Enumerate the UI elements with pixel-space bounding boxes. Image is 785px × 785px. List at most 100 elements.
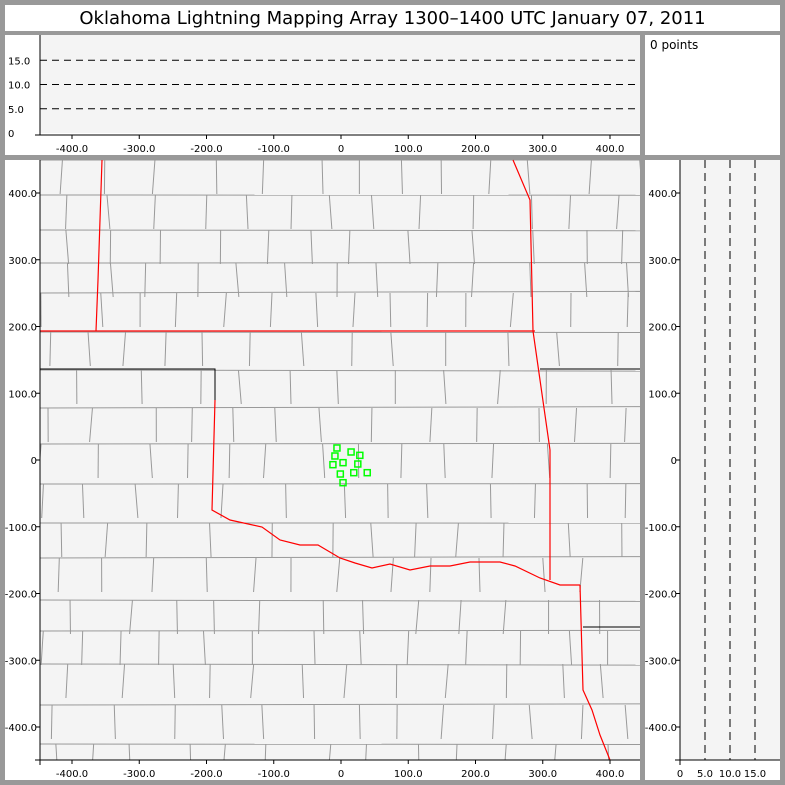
- county-line: [400, 443, 403, 479]
- county-line: [458, 599, 462, 635]
- county-line: [40, 406, 640, 409]
- county-line: [205, 557, 208, 593]
- county-line: [568, 194, 572, 230]
- county-line: [554, 743, 557, 760]
- county-line: [104, 522, 109, 558]
- county-line: [40, 630, 44, 666]
- county-line: [359, 630, 362, 666]
- county-line: [389, 292, 392, 328]
- lightning-source-point: [339, 478, 347, 487]
- county-line: [365, 743, 367, 760]
- county-line: [261, 704, 265, 740]
- county-line: [455, 743, 458, 760]
- county-line: [375, 262, 379, 298]
- county-line: [488, 160, 492, 195]
- county-line: [621, 229, 624, 265]
- county-line: [352, 292, 356, 328]
- y-tick-label: 10.0: [8, 81, 30, 92]
- county-line: [533, 483, 536, 519]
- county-line: [189, 743, 192, 760]
- county-line: [145, 522, 148, 558]
- county-line: [491, 443, 495, 479]
- county-line: [57, 557, 60, 593]
- county-line: [322, 599, 325, 635]
- county-line: [191, 407, 193, 443]
- county-line: [49, 331, 52, 367]
- county-line: [624, 704, 629, 740]
- county-line: [502, 599, 507, 635]
- y-tick-label: 0: [8, 129, 14, 140]
- county-line: [129, 599, 133, 635]
- county-line: [174, 704, 176, 740]
- county-line: [407, 229, 411, 265]
- county-line: [40, 703, 640, 706]
- lightning-source-point: [333, 444, 341, 452]
- state-border: [95, 159, 103, 332]
- x-tick-label: -300.0: [123, 769, 155, 780]
- x-tick-label: -100.0: [258, 769, 290, 780]
- county-line: [81, 630, 84, 666]
- county-line: [40, 443, 42, 465]
- county-line: [502, 522, 505, 558]
- county-line: [300, 331, 305, 367]
- county-line: [60, 522, 63, 558]
- county-line: [149, 443, 153, 479]
- county-line: [301, 663, 305, 699]
- county-borders: [40, 160, 640, 760]
- county-line: [336, 369, 339, 405]
- county-line: [588, 160, 592, 195]
- county-line: [187, 443, 189, 479]
- county-line: [151, 557, 155, 593]
- county-line: [455, 522, 459, 558]
- county-line: [507, 331, 510, 367]
- y-tick-label: 200.0: [648, 323, 677, 334]
- county-line: [328, 194, 333, 230]
- x-tick-label: -200.0: [190, 144, 222, 155]
- county-line: [489, 483, 492, 519]
- county-line: [144, 262, 147, 298]
- county-line: [313, 704, 316, 740]
- county-line: [370, 407, 373, 443]
- legend-panel: 0 points: [645, 35, 780, 155]
- county-line: [504, 743, 507, 760]
- county-line: [201, 331, 204, 367]
- county-line: [440, 704, 445, 740]
- county-line: [284, 262, 288, 298]
- county-line: [266, 229, 270, 265]
- county-line: [310, 229, 313, 265]
- county-line: [556, 331, 560, 367]
- county-line: [177, 483, 179, 519]
- county-line: [429, 557, 432, 593]
- county-line: [358, 704, 361, 740]
- county-line: [609, 443, 612, 479]
- county-line: [390, 331, 394, 367]
- county-line: [526, 160, 531, 195]
- county-line: [59, 160, 63, 195]
- county-line: [343, 663, 348, 699]
- county-line: [418, 194, 422, 230]
- county-line: [568, 630, 573, 666]
- y-tick-label: 300.0: [648, 256, 677, 267]
- county-line: [220, 483, 224, 519]
- county-line: [443, 369, 447, 405]
- county-line: [478, 557, 481, 593]
- lightning-source-point: [350, 468, 358, 477]
- county-line: [65, 663, 69, 699]
- county-line: [624, 407, 627, 443]
- county-line: [348, 229, 351, 265]
- x-tick-label: 0: [677, 769, 683, 780]
- county-line: [321, 160, 324, 195]
- county-line: [153, 194, 156, 230]
- county-line: [228, 443, 231, 479]
- lightning-source-point: [331, 452, 339, 460]
- county-line: [336, 557, 341, 593]
- county-line: [639, 160, 640, 170]
- county-line: [328, 743, 332, 760]
- lightning-source-point: [336, 470, 345, 478]
- county-line: [390, 557, 394, 593]
- county-line: [471, 229, 475, 265]
- y-tick-label: 0: [31, 456, 37, 467]
- y-tick-label: 400.0: [648, 189, 677, 200]
- county-line: [106, 194, 111, 230]
- county-line: [415, 599, 420, 635]
